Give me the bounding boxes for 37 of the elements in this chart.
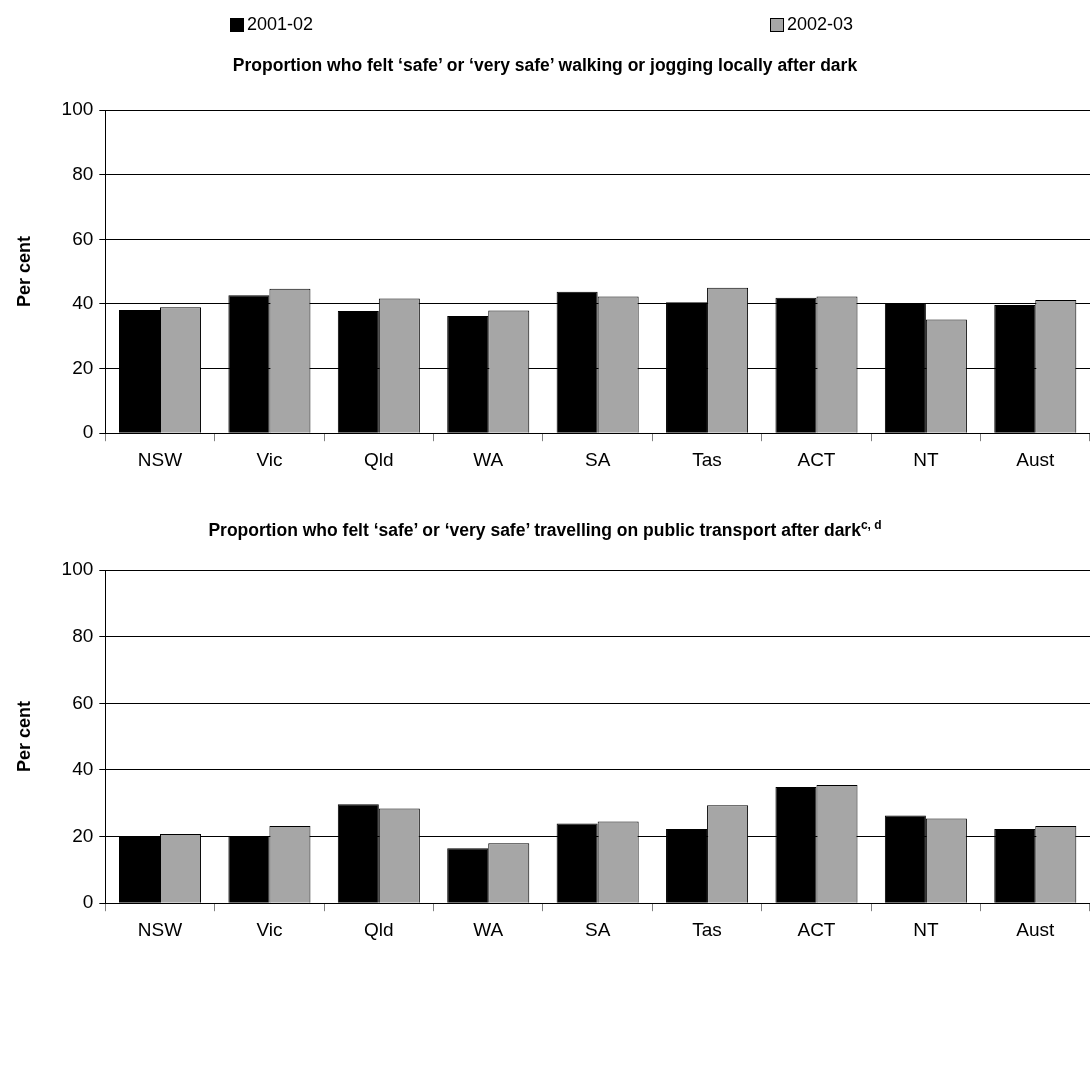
legend-label: 2002-03	[787, 14, 854, 35]
y-axis-title: Per cent	[13, 236, 34, 308]
x-tick-label: ACT	[797, 448, 836, 470]
x-tick-label: Qld	[364, 918, 394, 940]
y-tick-label: 80	[72, 624, 94, 646]
x-tick-label: NSW	[137, 918, 183, 940]
y-tick-label: 0	[82, 891, 94, 913]
x-tick-label: Tas	[692, 448, 722, 470]
y-tick-label: 40	[72, 292, 94, 314]
y-tick-label: 60	[72, 227, 94, 249]
x-tick-label: WA	[473, 918, 504, 940]
legend-label: 2001-02	[247, 14, 314, 35]
x-tick-label: SA	[584, 918, 611, 940]
bar	[447, 848, 489, 903]
y-axis-title: Per cent	[13, 701, 34, 773]
y-tick-label: 40	[72, 758, 94, 780]
x-tick-label: WA	[473, 448, 504, 470]
x-tick-label: NT	[913, 448, 939, 470]
x-tick-label: SA	[584, 448, 611, 470]
chart-title: Proportion who felt ‘safe’ or ‘very safe’ travelling on public transport after dark$^{c, d}$	[207, 517, 883, 540]
x-tick-label: Aust	[1016, 448, 1056, 470]
y-tick-label: 20	[72, 824, 94, 846]
x-tick-label: NT	[913, 918, 939, 940]
y-tick-label: 20	[72, 356, 94, 378]
x-tick-label: NSW	[137, 448, 183, 470]
x-tick-label: Aust	[1016, 918, 1056, 940]
x-tick-label: Vic	[256, 918, 283, 940]
x-tick-label: Tas	[692, 918, 722, 940]
y-tick-label: 60	[72, 691, 94, 713]
y-tick-label: 100	[61, 558, 94, 580]
x-tick-label: Vic	[256, 448, 283, 470]
y-tick-label: 0	[82, 421, 94, 443]
chart-title: Proportion who felt ‘safe’ or ‘very safe’ walking or jogging locally after dark	[231, 54, 859, 77]
y-tick-label: 80	[72, 162, 94, 184]
x-tick-label: Qld	[364, 448, 394, 470]
y-tick-label: 100	[61, 98, 94, 120]
x-tick-label: ACT	[797, 918, 836, 940]
